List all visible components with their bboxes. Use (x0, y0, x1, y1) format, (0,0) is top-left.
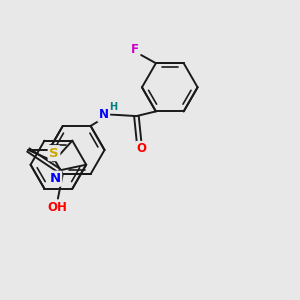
Text: S: S (49, 147, 59, 160)
Text: N: N (50, 172, 61, 185)
Text: H: H (110, 102, 118, 112)
Text: F: F (130, 43, 139, 56)
Text: N: N (99, 108, 109, 121)
Text: O: O (136, 142, 147, 155)
Text: OH: OH (47, 201, 67, 214)
